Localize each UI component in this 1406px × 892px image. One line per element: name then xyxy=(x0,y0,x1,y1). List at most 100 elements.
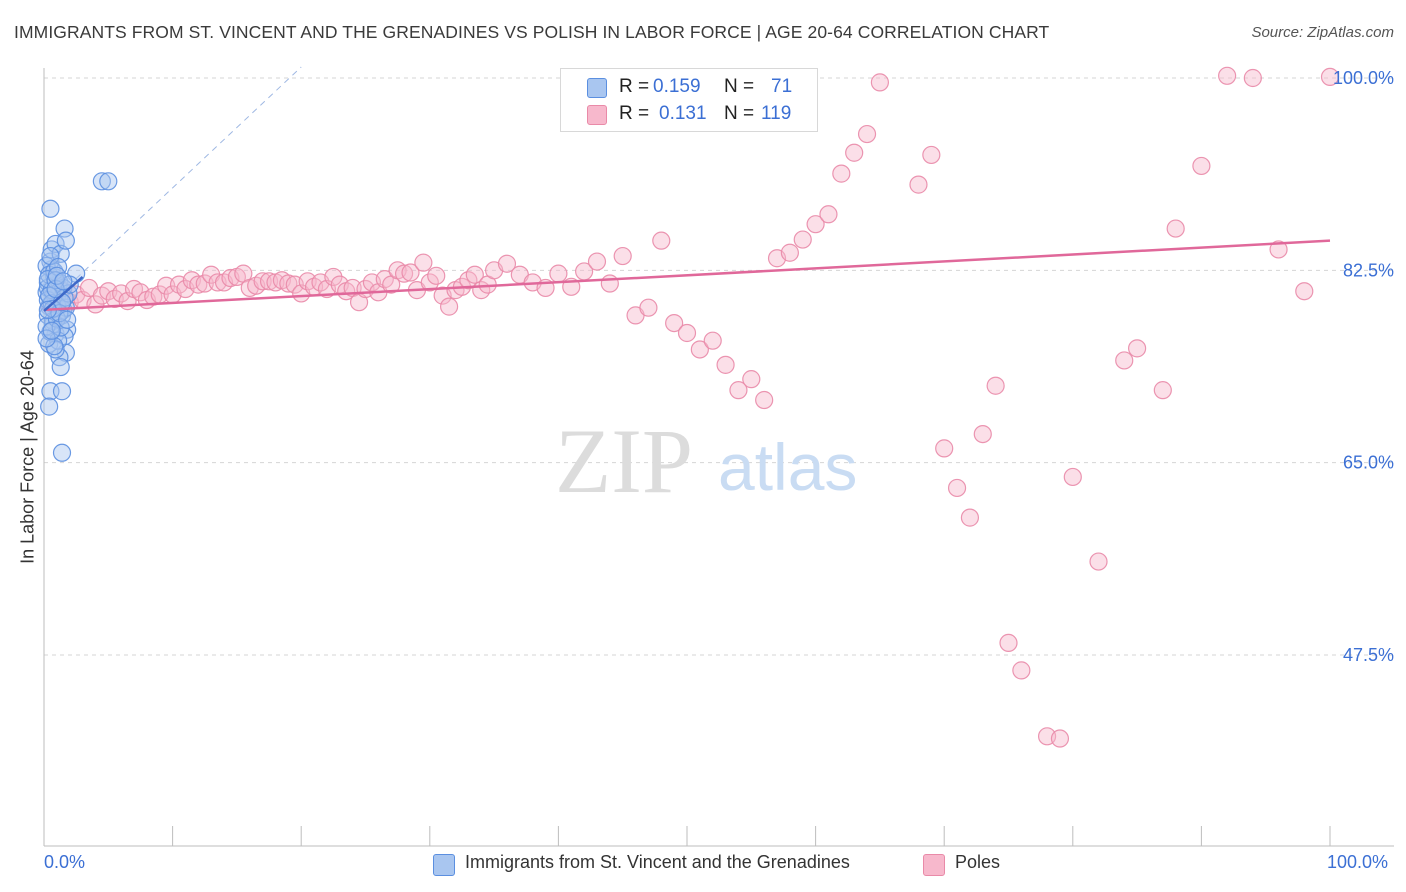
poles-point xyxy=(401,263,420,282)
poles-point xyxy=(677,323,697,343)
legend-r-label: R = xyxy=(619,103,650,124)
legend-r-label: R = xyxy=(619,76,650,97)
immigrants-point xyxy=(45,337,64,356)
immigrants-point xyxy=(51,357,70,377)
poles-point xyxy=(1089,552,1108,571)
immigrants-point xyxy=(52,443,72,462)
poles-trend-line xyxy=(43,239,1331,312)
poles-point xyxy=(1269,240,1288,259)
poles-point xyxy=(427,266,446,285)
correlation-legend: R = 0.159 N = 71 R = 0.131 N = 119 xyxy=(560,68,818,132)
poles-point xyxy=(1153,381,1172,400)
poles-point xyxy=(600,274,619,293)
poles-point xyxy=(497,254,517,273)
poles-point xyxy=(947,478,967,498)
legend-r-value: 0.159 xyxy=(653,76,701,97)
poles-point xyxy=(420,273,439,292)
poles-point xyxy=(1192,156,1211,176)
poles-point xyxy=(665,313,684,333)
poles-point xyxy=(870,73,890,92)
y-tick-label: 65.0% xyxy=(1343,453,1394,473)
bottom-legend-swatch-pink xyxy=(923,854,945,876)
poles-point xyxy=(819,205,838,224)
poles-point xyxy=(439,297,459,316)
immigrants-point xyxy=(56,231,75,250)
poles-point xyxy=(793,230,812,249)
immigrants-point xyxy=(52,382,72,401)
immigrants-point xyxy=(58,310,77,329)
poles-point xyxy=(259,272,279,291)
y-axis-title: In Labor Force | Age 20-64 xyxy=(17,350,38,564)
immigrants-trend-line xyxy=(43,275,84,312)
y-tick-label: 47.5% xyxy=(1343,645,1394,665)
poles-point xyxy=(845,143,864,162)
poles-point xyxy=(613,246,632,266)
poles-point xyxy=(1063,467,1082,487)
poles-point xyxy=(549,264,568,283)
legend-n-value: 119 xyxy=(761,103,792,124)
bottom-legend-swatch-blue xyxy=(433,854,455,876)
bottom-legend-label: Immigrants from St. Vincent and the Gren… xyxy=(465,852,850,872)
immigrants-point xyxy=(54,272,73,291)
poles-point xyxy=(999,633,1018,653)
immigrants-point xyxy=(42,321,61,340)
immigrants-point xyxy=(92,172,111,191)
poles-point xyxy=(1127,339,1147,358)
poles-point xyxy=(1243,68,1262,88)
poles-point xyxy=(1295,282,1314,301)
poles-point xyxy=(986,376,1005,395)
poles-point xyxy=(922,145,941,165)
poles-point xyxy=(703,331,722,350)
poles-point xyxy=(690,340,709,359)
legend-n-label: N = xyxy=(724,76,755,97)
poles-point xyxy=(742,370,761,389)
x-axis-min-label: 0.0% xyxy=(44,852,86,872)
poles-point xyxy=(279,274,298,293)
diagonal-reference-line xyxy=(43,66,302,310)
reference-line xyxy=(43,66,302,310)
poles-point xyxy=(909,175,928,194)
poles-point xyxy=(652,231,671,250)
poles-point xyxy=(189,275,208,294)
poles-point xyxy=(639,298,658,317)
x-axis-max-label: 100.0% xyxy=(1327,852,1389,872)
poles-point xyxy=(716,355,735,374)
poles-point xyxy=(857,124,877,144)
poles-point xyxy=(935,439,954,458)
bottom-legend-label: Poles xyxy=(955,852,1001,872)
poles-point xyxy=(832,164,851,183)
immigrants-point xyxy=(46,279,65,299)
poles-point xyxy=(1012,661,1031,680)
poles-point xyxy=(973,424,992,444)
legend-swatch-blue xyxy=(587,78,607,98)
poles-point xyxy=(780,243,799,262)
poles-point xyxy=(465,265,484,284)
poles-point xyxy=(1050,729,1070,748)
trend-lines xyxy=(43,239,1331,312)
poles-point xyxy=(755,390,774,410)
poles-point xyxy=(960,508,980,527)
poles-point xyxy=(1218,66,1237,85)
poles-point xyxy=(414,253,433,272)
watermark-atlas: atlas xyxy=(718,430,857,504)
immigrants-point xyxy=(41,199,60,218)
series-immigrants-st-vincent xyxy=(37,172,118,462)
poles-point xyxy=(729,381,748,400)
poles-point xyxy=(1320,67,1340,87)
poles-point xyxy=(1166,219,1185,238)
legend-r-value: 0.131 xyxy=(659,103,707,124)
immigrants-point xyxy=(99,172,118,191)
legend-swatch-pink xyxy=(587,105,607,125)
poles-point xyxy=(587,252,607,271)
y-tick-label: 100.0% xyxy=(1333,68,1394,88)
poles-point xyxy=(806,215,825,234)
axes xyxy=(43,68,1394,847)
legend-n-value: 71 xyxy=(771,76,793,97)
poles-point xyxy=(394,264,414,283)
poles-point xyxy=(1115,351,1134,370)
immigrants-point xyxy=(46,234,65,254)
chart-source: Source: ZipAtlas.com xyxy=(1251,24,1394,41)
watermark-zip: ZIP xyxy=(555,410,693,512)
y-tick-labels: 47.5% 65.0% 82.5% 100.0% xyxy=(1333,68,1394,665)
